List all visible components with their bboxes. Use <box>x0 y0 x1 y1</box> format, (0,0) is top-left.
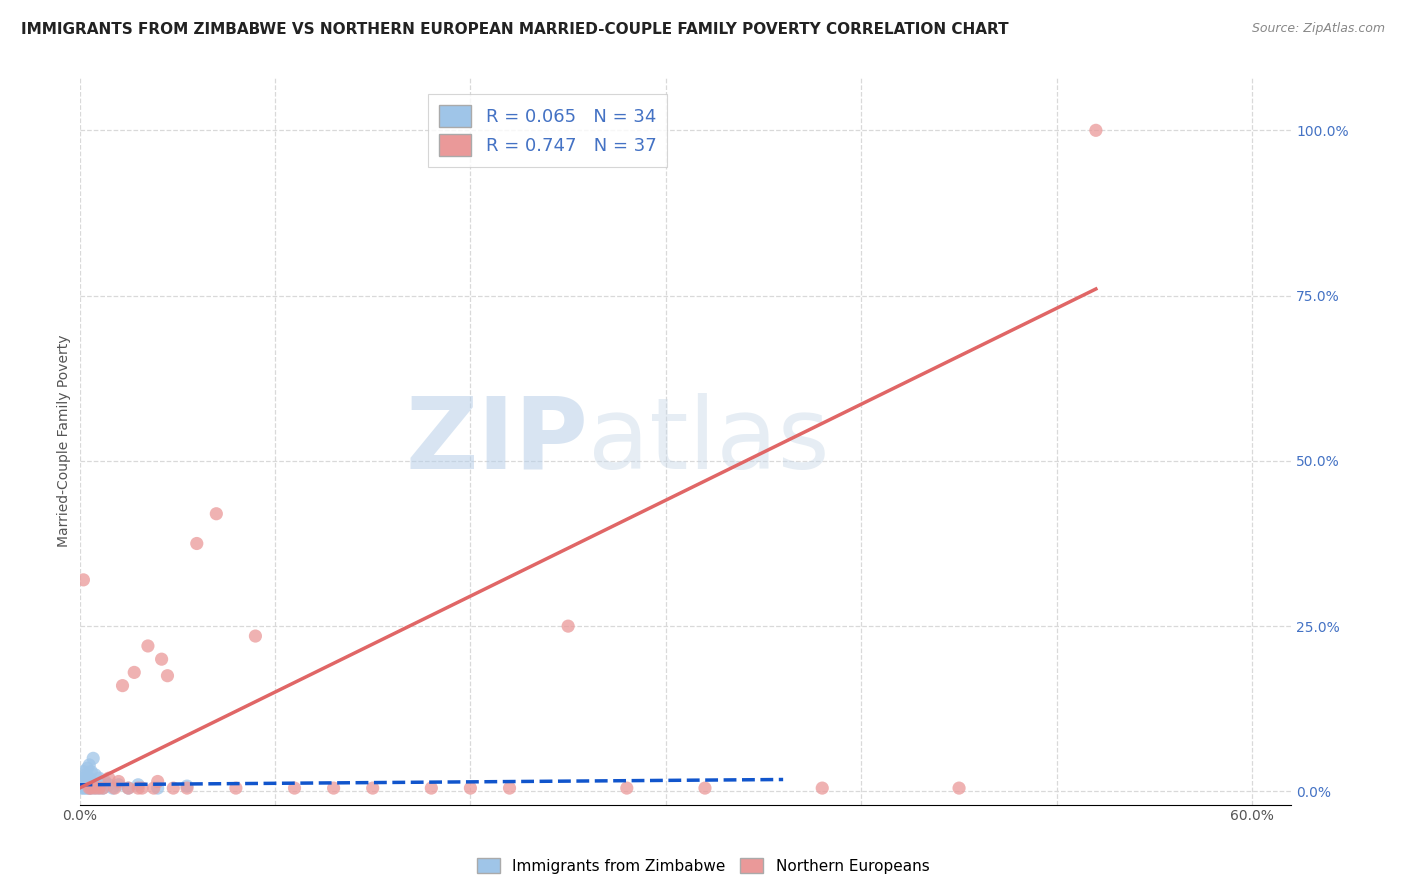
Point <box>84 768 107 782</box>
Point <box>131 781 153 796</box>
Point <box>70 781 93 796</box>
Point <box>616 781 638 796</box>
Point <box>79 771 101 785</box>
Point <box>75 768 97 782</box>
Point <box>87 781 110 796</box>
Point <box>205 507 228 521</box>
Point <box>84 781 107 796</box>
Text: Source: ZipAtlas.com: Source: ZipAtlas.com <box>1251 22 1385 36</box>
Point <box>80 764 103 779</box>
Point <box>87 771 110 785</box>
Point <box>122 665 145 680</box>
Y-axis label: Married-Couple Family Poverty: Married-Couple Family Poverty <box>58 334 72 548</box>
Point <box>80 781 103 796</box>
Point <box>79 781 101 796</box>
Point <box>693 781 716 796</box>
Point <box>82 751 104 765</box>
Point <box>420 781 443 796</box>
Point <box>72 771 94 785</box>
Point <box>76 761 98 775</box>
Point <box>557 619 579 633</box>
Point <box>283 781 305 796</box>
Point <box>84 781 107 796</box>
Point <box>97 778 120 792</box>
Point <box>87 781 110 796</box>
Point <box>156 669 179 683</box>
Point <box>72 573 94 587</box>
Point <box>117 781 139 796</box>
Point <box>186 536 208 550</box>
Point <box>76 781 98 796</box>
Point <box>72 781 94 796</box>
Point <box>80 781 103 796</box>
Point <box>361 781 384 796</box>
Point <box>1084 123 1107 137</box>
Point <box>460 781 482 796</box>
Point <box>948 781 970 796</box>
Point <box>150 652 173 666</box>
Point <box>107 778 129 792</box>
Point <box>176 781 198 796</box>
Point <box>91 781 114 796</box>
Point <box>117 781 139 796</box>
Point <box>245 629 267 643</box>
Point <box>75 778 97 792</box>
Point <box>82 778 104 792</box>
Point <box>225 781 247 796</box>
Point <box>498 781 520 796</box>
Point <box>107 774 129 789</box>
Point <box>79 781 101 796</box>
Point <box>75 781 97 796</box>
Point <box>76 774 98 789</box>
Point <box>811 781 834 796</box>
Point <box>70 774 93 789</box>
Legend: R = 0.065   N = 34, R = 0.747   N = 37: R = 0.065 N = 34, R = 0.747 N = 37 <box>427 94 668 167</box>
Point <box>86 778 108 792</box>
Point <box>94 774 117 789</box>
Text: atlas: atlas <box>589 392 830 490</box>
Point <box>322 781 344 796</box>
Text: IMMIGRANTS FROM ZIMBABWE VS NORTHERN EUROPEAN MARRIED-COUPLE FAMILY POVERTY CORR: IMMIGRANTS FROM ZIMBABWE VS NORTHERN EUR… <box>21 22 1008 37</box>
Point <box>91 781 114 796</box>
Point <box>72 764 94 779</box>
Point <box>90 778 112 792</box>
Point <box>127 781 149 796</box>
Point <box>142 781 165 796</box>
Point <box>176 779 198 793</box>
Text: ZIP: ZIP <box>405 392 589 490</box>
Point <box>136 639 159 653</box>
Point <box>79 758 101 772</box>
Point <box>104 781 127 796</box>
Point <box>101 781 124 796</box>
Point <box>162 781 184 796</box>
Point <box>127 778 149 792</box>
Point <box>146 774 169 789</box>
Legend: Immigrants from Zimbabwe, Northern Europeans: Immigrants from Zimbabwe, Northern Europ… <box>471 852 935 880</box>
Point <box>146 781 169 796</box>
Point <box>80 774 103 789</box>
Point <box>97 771 120 785</box>
Point <box>111 679 134 693</box>
